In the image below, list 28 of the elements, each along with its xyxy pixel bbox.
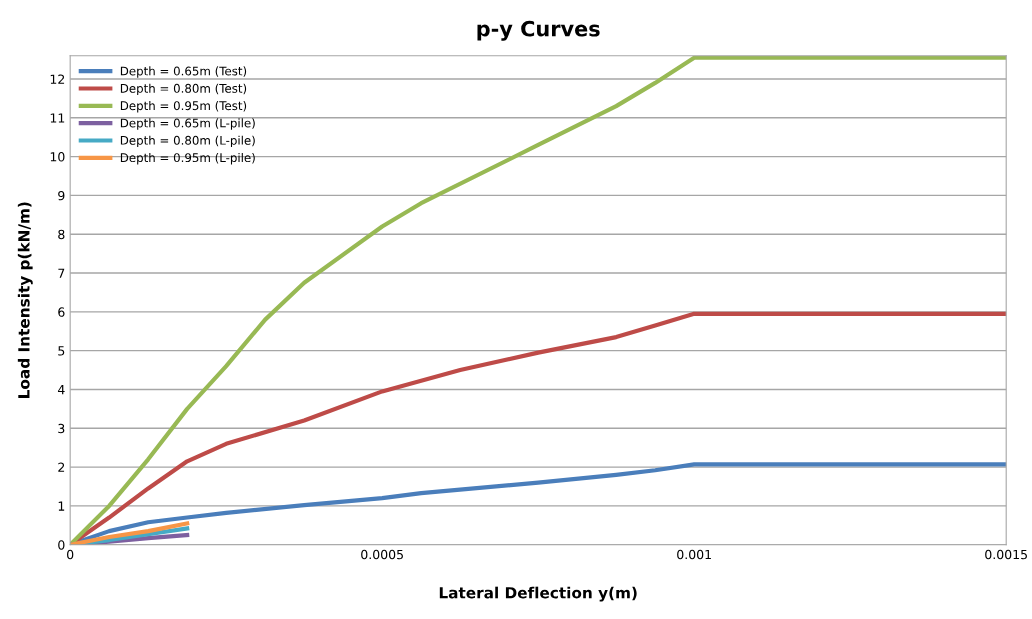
- y-tick-label: 5: [58, 346, 65, 356]
- y-tick-label: 1: [58, 501, 65, 511]
- y-tick-label: 12: [50, 74, 65, 84]
- x-tick-label: 0.0005: [361, 549, 403, 560]
- y-tick-label: 0: [58, 540, 65, 550]
- line-series: [70, 521, 190, 545]
- y-axis-title: Load Intensity p(kN/m): [17, 202, 33, 398]
- legend-label: Depth = 0.80m (L-pile): [120, 135, 255, 148]
- y-tick-label: 2: [58, 462, 65, 472]
- x-tick-label: 0.001: [677, 549, 711, 560]
- line-series: [70, 55, 1007, 545]
- y-tick-label: 9: [58, 190, 65, 201]
- y-tick-label: 10: [50, 152, 65, 162]
- chart-title: p-y Curves: [477, 20, 600, 41]
- y-tick-label: 7: [58, 268, 65, 278]
- x-axis-title: Lateral Deflection y(m): [439, 586, 637, 602]
- y-tick-label: 6: [58, 307, 65, 317]
- y-tick-label: 4: [57, 385, 65, 395]
- legend-label: Depth = 0.65m (Test): [120, 66, 247, 78]
- y-tick-label: 8: [58, 229, 65, 240]
- y-tick-label: 11: [50, 113, 65, 123]
- legend-label: Depth = 0.80m (Test): [120, 83, 247, 96]
- x-tick-label: 0: [67, 549, 74, 560]
- legend-label: Depth = 0.95m (L-pile): [120, 152, 255, 165]
- y-tick-label: 3: [58, 423, 65, 434]
- x-tick-label: 0.0015: [985, 549, 1027, 560]
- legend-label: Depth = 0.65m (L-pile): [120, 118, 255, 130]
- legend-label: Depth = 0.95m (Test): [120, 100, 247, 113]
